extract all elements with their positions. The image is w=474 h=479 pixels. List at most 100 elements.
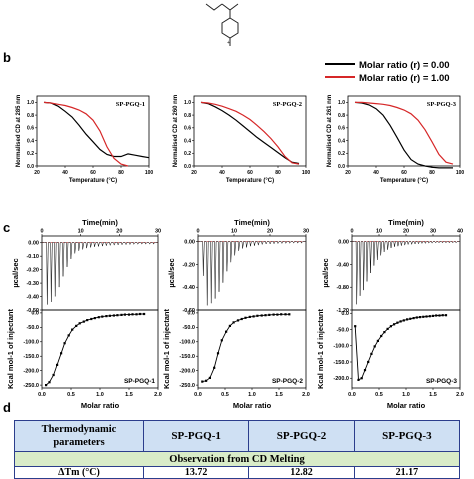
y-tick-label: -200.0	[333, 376, 349, 382]
raw-heat-frame	[197, 235, 307, 311]
table-header-row: Thermodynamic parameters SP-PGQ-1 SP-PGQ…	[14, 420, 461, 452]
data-point	[425, 315, 428, 318]
cd-melting-charts: 20 40 60 80 100 0.0 0.2 0.4 0.6 0.8 1.0 Temperature…	[16, 95, 464, 184]
cd-chart-1: 20 40 60 80 100 0.0 0.2 0.4 0.6 0.8 1.0 Temperature…	[16, 95, 153, 184]
x-tick-label: 80	[275, 170, 281, 176]
y-tick-label: -100.0	[23, 340, 39, 346]
table-header-cell: SP-PGQ-3	[353, 420, 461, 452]
top-y-tick-label: 0.00	[28, 241, 39, 247]
y-tick-label: 0.6	[27, 126, 34, 132]
series-line-2	[43, 101, 129, 167]
time-tick-label: 30	[303, 229, 309, 235]
data-point	[101, 315, 104, 318]
y-tick-label: 0.0	[338, 164, 345, 170]
data-point	[363, 369, 367, 372]
y-tick-label: -250.0	[179, 383, 195, 389]
y-tick-label: 1.0	[27, 100, 34, 106]
series-line-2	[200, 101, 300, 165]
x-tick-label: 0.0	[348, 392, 356, 398]
y-tick-label: -150.0	[23, 354, 39, 360]
x-tick-label: 2.0	[302, 392, 310, 398]
y-tick-label: 0.0	[341, 311, 349, 317]
data-point	[435, 314, 438, 317]
data-point	[367, 360, 370, 364]
data-point	[389, 325, 392, 328]
top-y-axis-label: µcal/sec	[167, 258, 176, 287]
series-line-1	[200, 101, 300, 165]
data-point	[45, 384, 48, 387]
x-tick-label: 80	[118, 170, 124, 176]
data-point	[71, 328, 74, 331]
data-point	[208, 376, 211, 379]
chart-title: SP-PGQ-2	[273, 101, 302, 108]
x-tick-label: 1.0	[402, 392, 410, 398]
itc-chart-3: 0 10 20 30 40 Time(min) 0.00 -0.40 -0.80 -1.20 µca…	[316, 218, 464, 410]
table-header-cell: Thermodynamic parameters	[14, 420, 144, 452]
x-tick-label: 0.5	[375, 392, 383, 398]
series-line-1	[43, 101, 150, 159]
y-tick-label: 1.0	[184, 100, 191, 106]
y-tick-label: 1.0	[338, 100, 345, 106]
data-point	[116, 314, 119, 317]
time-axis-label: Time(min)	[82, 218, 118, 227]
data-point	[354, 325, 357, 328]
y-tick-label: 0.4	[27, 138, 34, 144]
time-tick-label: 10	[376, 229, 382, 235]
data-point	[225, 330, 228, 333]
chart-title: SP-PGQ-1	[124, 378, 155, 385]
y-tick-label: -200.0	[23, 368, 39, 374]
data-point	[428, 315, 431, 318]
top-y-tick-label: -0.80	[336, 285, 349, 291]
x-tick-label: 20	[191, 170, 197, 176]
table-cell: 21.17	[353, 466, 461, 479]
data-point	[409, 317, 412, 320]
y-axis-label: Kcal mol-1 of injectant	[6, 308, 15, 389]
y-tick-label: 0.4	[338, 138, 345, 144]
raw-heat-trace	[42, 242, 158, 305]
x-tick-label: 40	[373, 170, 379, 176]
data-point	[441, 314, 444, 317]
integrated-heat-frame	[197, 309, 307, 389]
data-point	[393, 323, 396, 326]
y-tick-label: 0.4	[184, 138, 191, 144]
table-section-row: Observation from CD Melting	[14, 451, 460, 467]
data-point	[108, 314, 111, 317]
data-point	[67, 334, 70, 337]
fit-line	[202, 313, 290, 383]
data-point	[48, 381, 51, 384]
y-tick-label: 0.8	[338, 113, 345, 119]
legend: Molar ratio (r) = 0.00 Molar ratio (r) =…	[325, 60, 450, 84]
time-tick-label: 30	[155, 229, 161, 235]
data-point	[78, 322, 81, 325]
time-tick-label: 20	[403, 229, 409, 235]
panel-label-b: b	[3, 50, 11, 65]
integrated-heat-frame	[351, 309, 461, 389]
x-axis-label: Temperature (°C)	[226, 178, 274, 184]
y-tick-label: -150.0	[179, 354, 195, 360]
data-point	[373, 345, 376, 348]
svg-text:+: +	[227, 40, 230, 46]
data-point	[232, 321, 235, 324]
y-tick-label: -100.0	[179, 340, 195, 346]
time-tick-label: 10	[78, 229, 84, 235]
data-point	[236, 319, 240, 322]
y-tick-label: 0.6	[338, 126, 345, 132]
cd-chart-2: 20 40 60 80 100 0.0 0.2 0.4 0.6 0.8 1.0 Temperature…	[173, 95, 310, 184]
x-tick-label: 20	[34, 170, 40, 176]
data-point	[438, 314, 441, 317]
y-tick-label: 0.8	[184, 113, 191, 119]
x-tick-label: 60	[247, 170, 253, 176]
data-point	[201, 380, 204, 383]
data-point	[288, 313, 291, 316]
panel-label-d: d	[3, 400, 11, 415]
thermodynamic-table: Thermodynamic parameters SP-PGQ-1 SP-PGQ…	[14, 420, 461, 479]
y-tick-label: -50.0	[26, 325, 39, 331]
x-tick-label: 0.0	[194, 392, 202, 398]
data-point	[240, 317, 243, 321]
y-axis-label: Kcal mol-1 of injectant	[316, 308, 325, 389]
x-tick-label: 40	[219, 170, 225, 176]
time-tick-label: 0	[196, 229, 199, 235]
data-point	[56, 363, 59, 366]
data-point	[444, 314, 448, 317]
data-point	[402, 319, 405, 322]
